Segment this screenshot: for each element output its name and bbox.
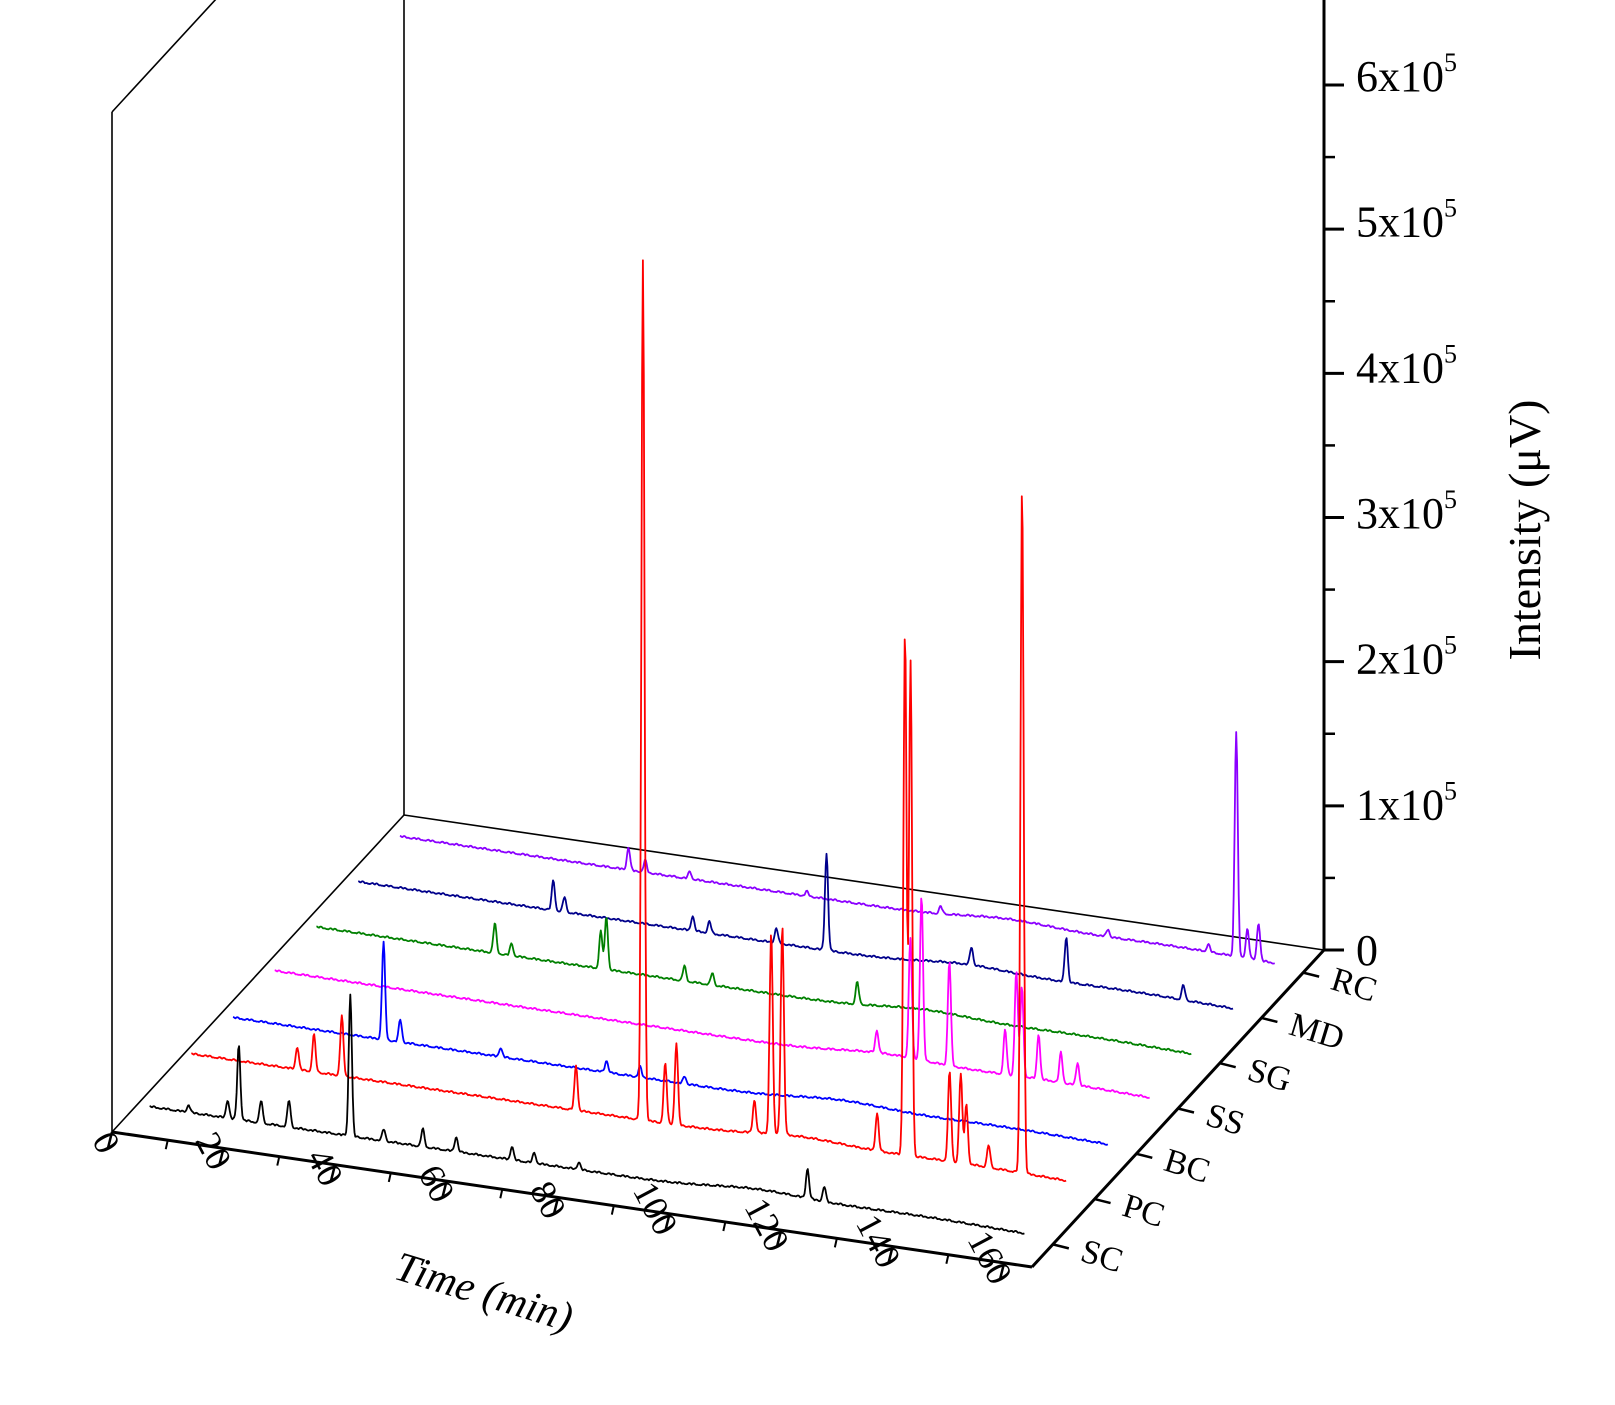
- x-tick-label: 100: [625, 1175, 686, 1241]
- x-minor-tick: [387, 1172, 392, 1183]
- y-axis-title: Intensity (μV): [1499, 400, 1550, 661]
- x-tick-mark: [998, 1262, 1006, 1280]
- series-tick-mark: [1135, 1152, 1153, 1159]
- x-tick-label: 80: [522, 1175, 574, 1226]
- series-line-rc: [399, 731, 1276, 965]
- series-line-sc: [149, 993, 1025, 1235]
- x-minor-tick: [276, 1156, 281, 1166]
- series-layer: [149, 259, 1276, 1235]
- series-label-md: MD: [1285, 1006, 1348, 1057]
- x-tick-mark: [887, 1246, 894, 1263]
- x-minor-tick: [722, 1221, 727, 1232]
- axes-frame: [111, 0, 1326, 1133]
- x-tick-mark: [106, 1131, 114, 1149]
- x-tick-mark: [775, 1229, 783, 1247]
- series-tick-mark: [1302, 971, 1320, 978]
- x-tick-label: 0: [84, 1125, 128, 1160]
- x-tick-label: 60: [411, 1158, 463, 1209]
- x-minor-tick: [499, 1189, 504, 1199]
- time-axis-line: [111, 1130, 1033, 1269]
- series-label-pc: PC: [1118, 1187, 1169, 1235]
- top-left-edge: [111, 0, 217, 113]
- x-tick-mark: [218, 1148, 225, 1165]
- y-tick-label: 3x105: [1356, 485, 1457, 538]
- x-tick-label: 160: [960, 1224, 1021, 1290]
- y-tick-label: 0: [1356, 926, 1378, 975]
- x-minor-tick: [164, 1139, 169, 1150]
- y-tick-label: 6x105: [1356, 48, 1457, 101]
- series-label-sg: SG: [1243, 1051, 1295, 1099]
- y-tick-label: 1x105: [1356, 776, 1457, 829]
- x-tick-mark: [329, 1164, 337, 1182]
- series-line-sg: [316, 917, 1192, 1056]
- x-tick-mark: [441, 1180, 448, 1198]
- x-minor-tick: [945, 1254, 950, 1264]
- series-label-sc: SC: [1077, 1233, 1128, 1281]
- back-floor-edge: [403, 814, 1325, 951]
- series-line-ss: [274, 897, 1150, 1099]
- x-axis-title: Time (min): [389, 1244, 578, 1342]
- x-tick-label: 140: [848, 1208, 909, 1274]
- y-tick-label: 4x105: [1356, 339, 1457, 392]
- x-tick-label: 120: [737, 1191, 798, 1257]
- series-tick-mark: [1261, 1016, 1278, 1024]
- series-label-ss: SS: [1202, 1097, 1249, 1143]
- x-tick-mark: [552, 1197, 560, 1214]
- x-minor-tick: [833, 1238, 838, 1248]
- x-tick-mark: [664, 1213, 671, 1231]
- series-line-pc: [191, 259, 1067, 1182]
- x-tick-label: 20: [188, 1126, 240, 1177]
- x-tick-label: 40: [299, 1142, 351, 1193]
- x-minor-tick: [610, 1205, 615, 1215]
- y-tick-label: 2x105: [1356, 631, 1457, 684]
- series-tick-mark: [1177, 1107, 1195, 1114]
- series-tick-mark: [1219, 1062, 1237, 1069]
- series-line-bc: [232, 940, 1109, 1146]
- series-label-bc: BC: [1160, 1142, 1214, 1191]
- y-tick-label: 5x105: [1356, 194, 1457, 247]
- series-line-md: [357, 852, 1234, 1010]
- left-floor-edge: [111, 814, 405, 1133]
- series-tick-mark: [1052, 1243, 1070, 1250]
- series-tick-mark: [1094, 1197, 1111, 1205]
